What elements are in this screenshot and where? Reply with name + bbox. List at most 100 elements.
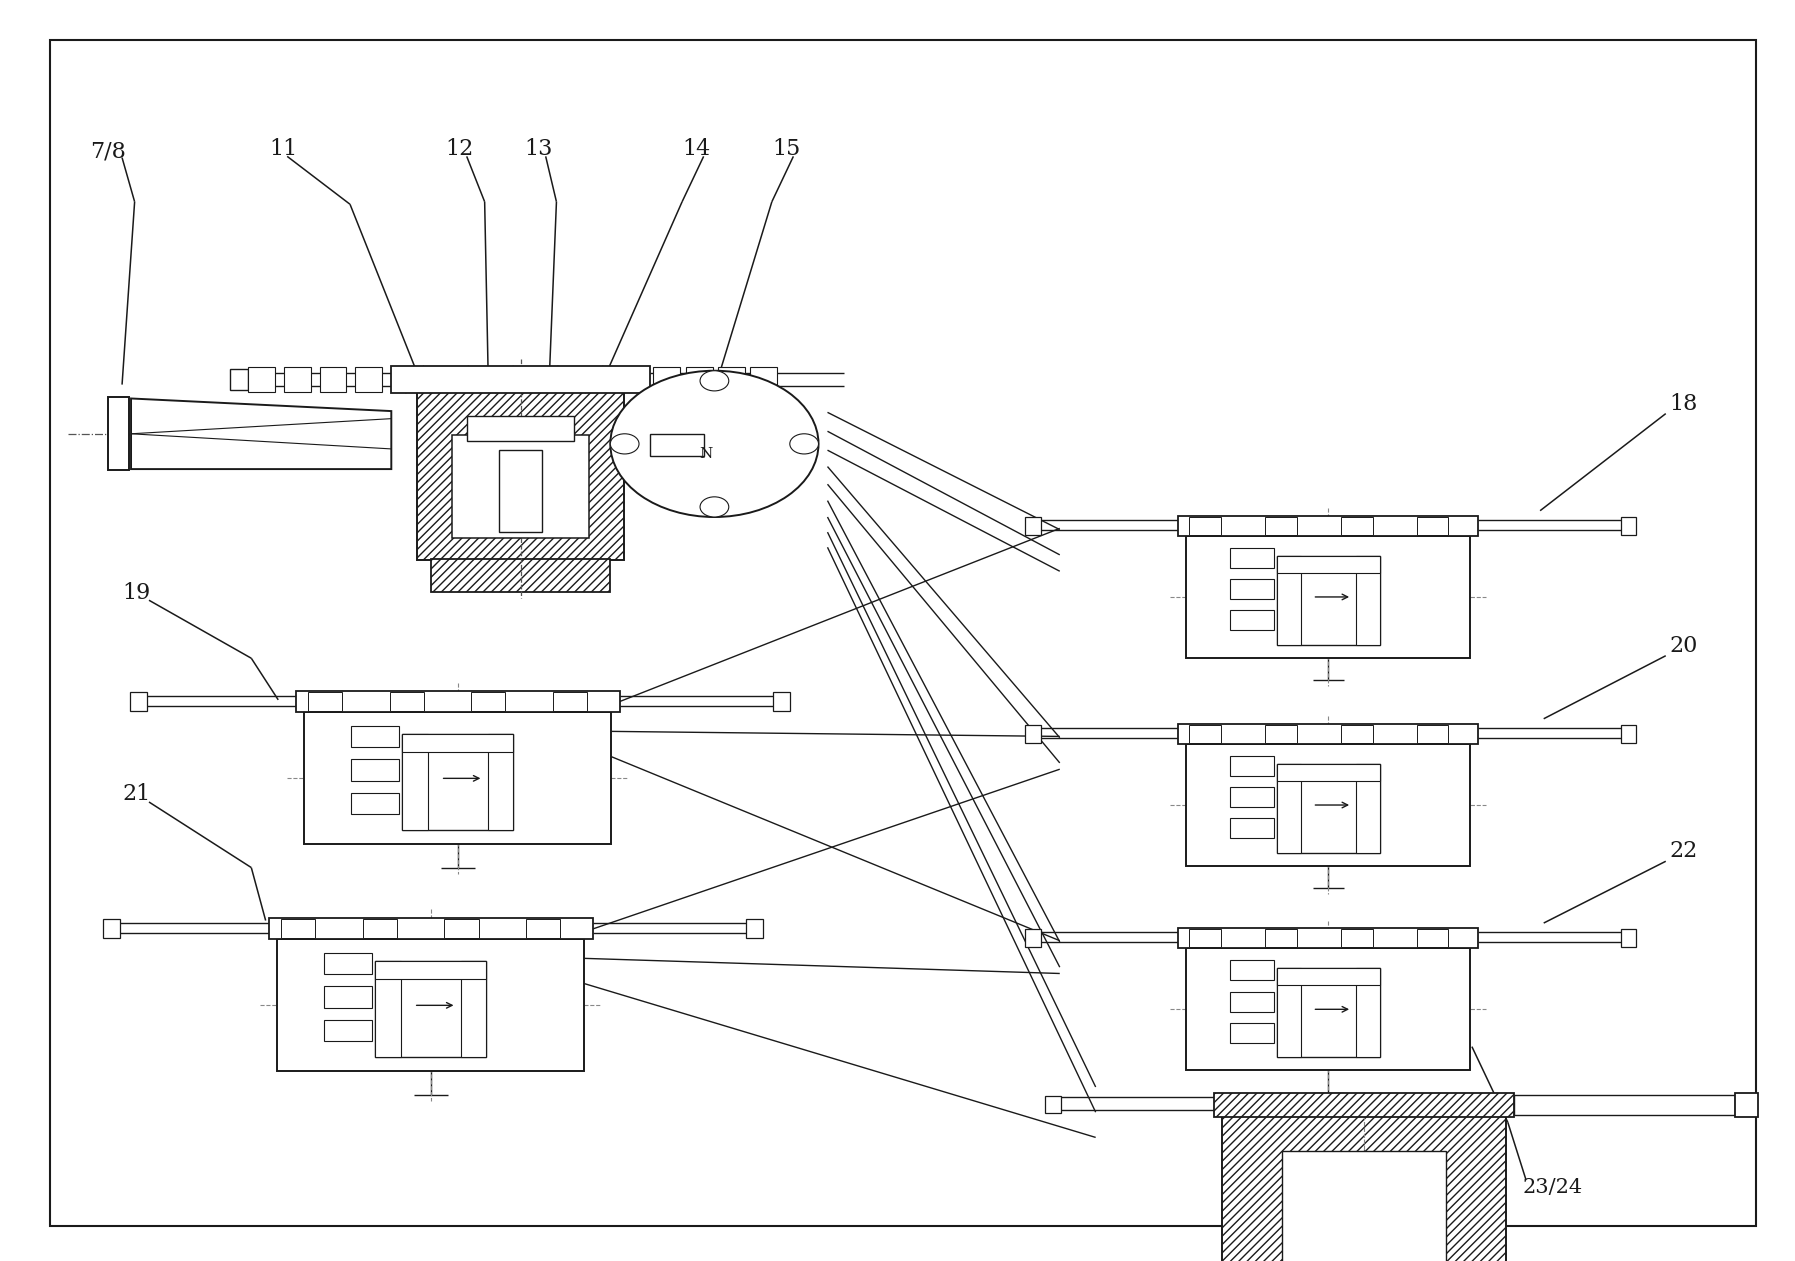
Bar <box>1230 610 1274 630</box>
Text: 14: 14 <box>682 137 711 160</box>
Bar <box>1230 1023 1274 1043</box>
Bar <box>325 986 372 1008</box>
Bar <box>1416 929 1449 947</box>
Bar <box>1276 764 1380 852</box>
Circle shape <box>610 434 639 454</box>
Bar <box>1230 961 1274 981</box>
Bar <box>416 377 625 560</box>
Bar <box>269 918 592 939</box>
Text: 22: 22 <box>1669 840 1698 863</box>
Bar <box>1230 757 1274 777</box>
Bar <box>1276 764 1301 852</box>
Bar <box>1276 556 1301 644</box>
Bar <box>1276 764 1380 781</box>
Bar <box>774 692 790 711</box>
Bar <box>445 919 479 938</box>
Bar <box>402 734 513 752</box>
Bar <box>750 367 777 392</box>
Bar <box>1186 536 1470 658</box>
Bar <box>131 692 147 711</box>
Bar <box>1230 991 1274 1011</box>
Bar <box>1276 968 1301 1057</box>
Circle shape <box>610 371 819 517</box>
Bar <box>1621 929 1637 947</box>
Bar <box>248 367 275 392</box>
Bar <box>402 734 513 830</box>
Bar <box>1416 517 1449 535</box>
Bar <box>352 725 398 748</box>
Bar <box>1621 517 1637 535</box>
Bar <box>1178 516 1479 536</box>
Circle shape <box>700 371 729 391</box>
Text: 23/24: 23/24 <box>1522 1178 1581 1198</box>
Bar <box>352 759 398 781</box>
Bar <box>1178 928 1479 948</box>
Bar <box>325 1020 372 1042</box>
Text: N: N <box>698 446 713 462</box>
Bar <box>461 961 486 1057</box>
Bar <box>1265 725 1296 743</box>
Bar <box>391 366 650 393</box>
Bar <box>402 734 427 830</box>
Bar <box>526 919 560 938</box>
Bar <box>1213 1093 1515 1117</box>
Text: 20: 20 <box>1669 634 1698 657</box>
Bar <box>650 434 704 456</box>
Bar <box>363 919 397 938</box>
Bar <box>1341 517 1373 535</box>
Bar <box>390 692 424 711</box>
Bar <box>1025 929 1041 947</box>
Bar <box>1025 517 1041 535</box>
Bar <box>1178 724 1479 744</box>
Bar <box>686 367 713 392</box>
Bar <box>431 559 610 591</box>
Bar <box>375 961 486 979</box>
Text: 7/8: 7/8 <box>90 140 126 163</box>
Bar <box>1230 579 1274 599</box>
Bar <box>1265 929 1296 947</box>
Bar <box>488 734 513 830</box>
Bar <box>276 939 585 1071</box>
Bar <box>1276 556 1380 644</box>
Text: 13: 13 <box>524 137 553 160</box>
Bar <box>1186 744 1470 866</box>
Bar <box>553 692 587 711</box>
Bar <box>1736 1093 1757 1117</box>
Bar <box>472 692 506 711</box>
Bar <box>1230 818 1274 839</box>
Bar <box>1222 1111 1506 1261</box>
Bar <box>1355 968 1380 1057</box>
Bar <box>1355 556 1380 644</box>
Text: 12: 12 <box>445 137 474 160</box>
Bar <box>305 712 610 845</box>
Bar <box>1190 517 1221 535</box>
Circle shape <box>700 497 729 517</box>
Bar <box>1045 1096 1061 1113</box>
Bar <box>296 691 619 712</box>
Bar <box>718 367 745 392</box>
Bar <box>1416 725 1449 743</box>
Bar <box>1190 929 1221 947</box>
Bar <box>108 397 129 470</box>
Text: 15: 15 <box>772 137 801 160</box>
Bar <box>1276 968 1380 985</box>
Polygon shape <box>131 398 391 469</box>
Bar <box>1230 787 1274 807</box>
Circle shape <box>790 434 819 454</box>
Text: 18: 18 <box>1669 392 1698 415</box>
Bar <box>1621 725 1637 743</box>
Bar <box>653 367 680 392</box>
Text: 11: 11 <box>269 137 298 160</box>
Bar <box>104 919 120 938</box>
Text: 19: 19 <box>122 581 151 604</box>
Bar <box>284 367 311 392</box>
Bar <box>352 793 398 815</box>
Bar <box>1186 948 1470 1071</box>
Bar <box>375 961 486 1057</box>
Bar <box>1515 1095 1736 1115</box>
Bar <box>1282 1151 1447 1261</box>
Bar <box>1341 929 1373 947</box>
Bar <box>1276 968 1380 1057</box>
Bar <box>375 961 400 1057</box>
Text: 21: 21 <box>122 783 151 806</box>
